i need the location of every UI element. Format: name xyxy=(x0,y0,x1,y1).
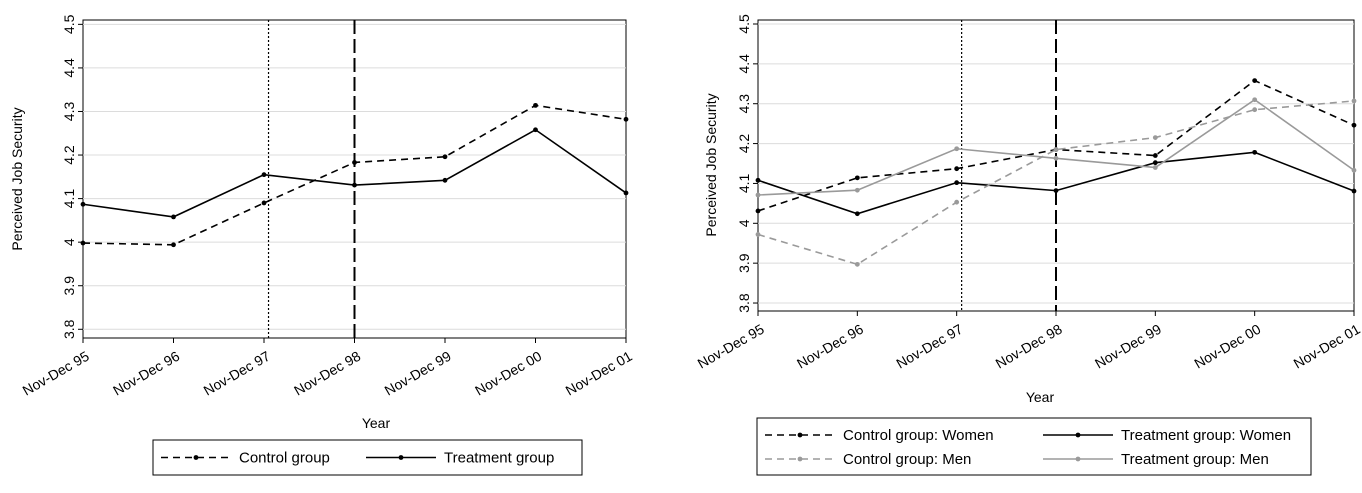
data-point xyxy=(854,261,860,267)
y-tick-label: 4.5 xyxy=(61,14,77,34)
legend-box xyxy=(756,417,1312,476)
y-tick-label: 4 xyxy=(61,238,77,246)
legend: Control group Treatment group xyxy=(152,439,583,476)
data-point xyxy=(352,160,357,165)
data-point xyxy=(954,166,960,172)
legend-marker xyxy=(797,456,803,462)
data-point xyxy=(80,240,86,246)
y-tick-label: 3.9 xyxy=(736,253,752,273)
data-point xyxy=(261,200,267,206)
data-point xyxy=(442,177,448,183)
data-point xyxy=(854,175,860,181)
data-point xyxy=(623,116,629,122)
data-point xyxy=(1152,153,1158,158)
data-point xyxy=(1351,188,1357,194)
data-point xyxy=(1152,160,1158,166)
data-point xyxy=(171,214,176,220)
y-tick-label: 4.2 xyxy=(736,134,752,154)
y-tick-label: 4.4 xyxy=(736,54,752,74)
data-point xyxy=(954,199,960,205)
x-axis-title: Year xyxy=(1026,389,1055,405)
y-axis-title: Perceived Job Security xyxy=(703,93,719,236)
legend-marker xyxy=(398,455,404,460)
data-point xyxy=(755,208,761,214)
data-point xyxy=(442,154,448,160)
data-point xyxy=(1351,122,1357,128)
legend-label: Treatment group xyxy=(444,450,554,467)
legend-label: Control group xyxy=(239,450,330,467)
y-tick-label: 3.8 xyxy=(61,319,77,339)
data-point xyxy=(533,127,538,133)
data-point xyxy=(755,192,761,198)
data-point xyxy=(755,232,761,237)
data-point xyxy=(1252,149,1258,155)
data-point xyxy=(623,190,629,196)
data-point xyxy=(1252,78,1258,83)
y-tick-label: 3.9 xyxy=(61,276,77,296)
data-point xyxy=(1053,147,1059,152)
y-tick-label: 4.5 xyxy=(736,14,752,34)
data-point xyxy=(80,201,86,207)
data-point xyxy=(352,182,357,188)
y-axis-title: Perceived Job Security xyxy=(9,107,25,250)
data-point xyxy=(1252,107,1258,113)
y-tick-label: 4.1 xyxy=(61,189,77,209)
legend-marker xyxy=(1075,432,1081,438)
legend-label: Treatment group: Men xyxy=(1121,451,1269,468)
data-point xyxy=(533,102,538,108)
data-point xyxy=(1351,167,1357,173)
data-point xyxy=(261,172,267,178)
data-point xyxy=(1152,165,1158,170)
data-point xyxy=(1351,98,1357,104)
data-point xyxy=(1252,97,1258,103)
legend-marker xyxy=(1075,456,1081,462)
data-point xyxy=(954,180,960,186)
legend-label: Control group: Women xyxy=(843,427,994,444)
legend-label: Control group: Men xyxy=(843,451,971,468)
data-point xyxy=(854,187,860,193)
legend-marker xyxy=(193,455,199,460)
y-tick-label: 4.1 xyxy=(736,173,752,193)
legend-label: Treatment group: Women xyxy=(1121,427,1291,444)
x-axis-title: Year xyxy=(362,415,391,431)
y-tick-label: 4 xyxy=(736,219,752,227)
legend-marker xyxy=(797,432,803,438)
y-tick-label: 4.3 xyxy=(736,94,752,114)
y-tick-label: 3.8 xyxy=(736,293,752,313)
y-tick-label: 4.3 xyxy=(61,102,77,122)
data-point xyxy=(854,211,860,217)
data-point xyxy=(755,177,761,183)
data-point xyxy=(1053,188,1059,194)
legend: Control group: Women Treatment group: Wom… xyxy=(756,417,1312,476)
y-tick-label: 4.2 xyxy=(61,145,77,165)
y-tick-label: 4.4 xyxy=(61,58,77,78)
data-point xyxy=(954,146,960,152)
data-point xyxy=(171,242,176,248)
data-point xyxy=(1152,135,1158,140)
data-point xyxy=(1053,155,1059,161)
